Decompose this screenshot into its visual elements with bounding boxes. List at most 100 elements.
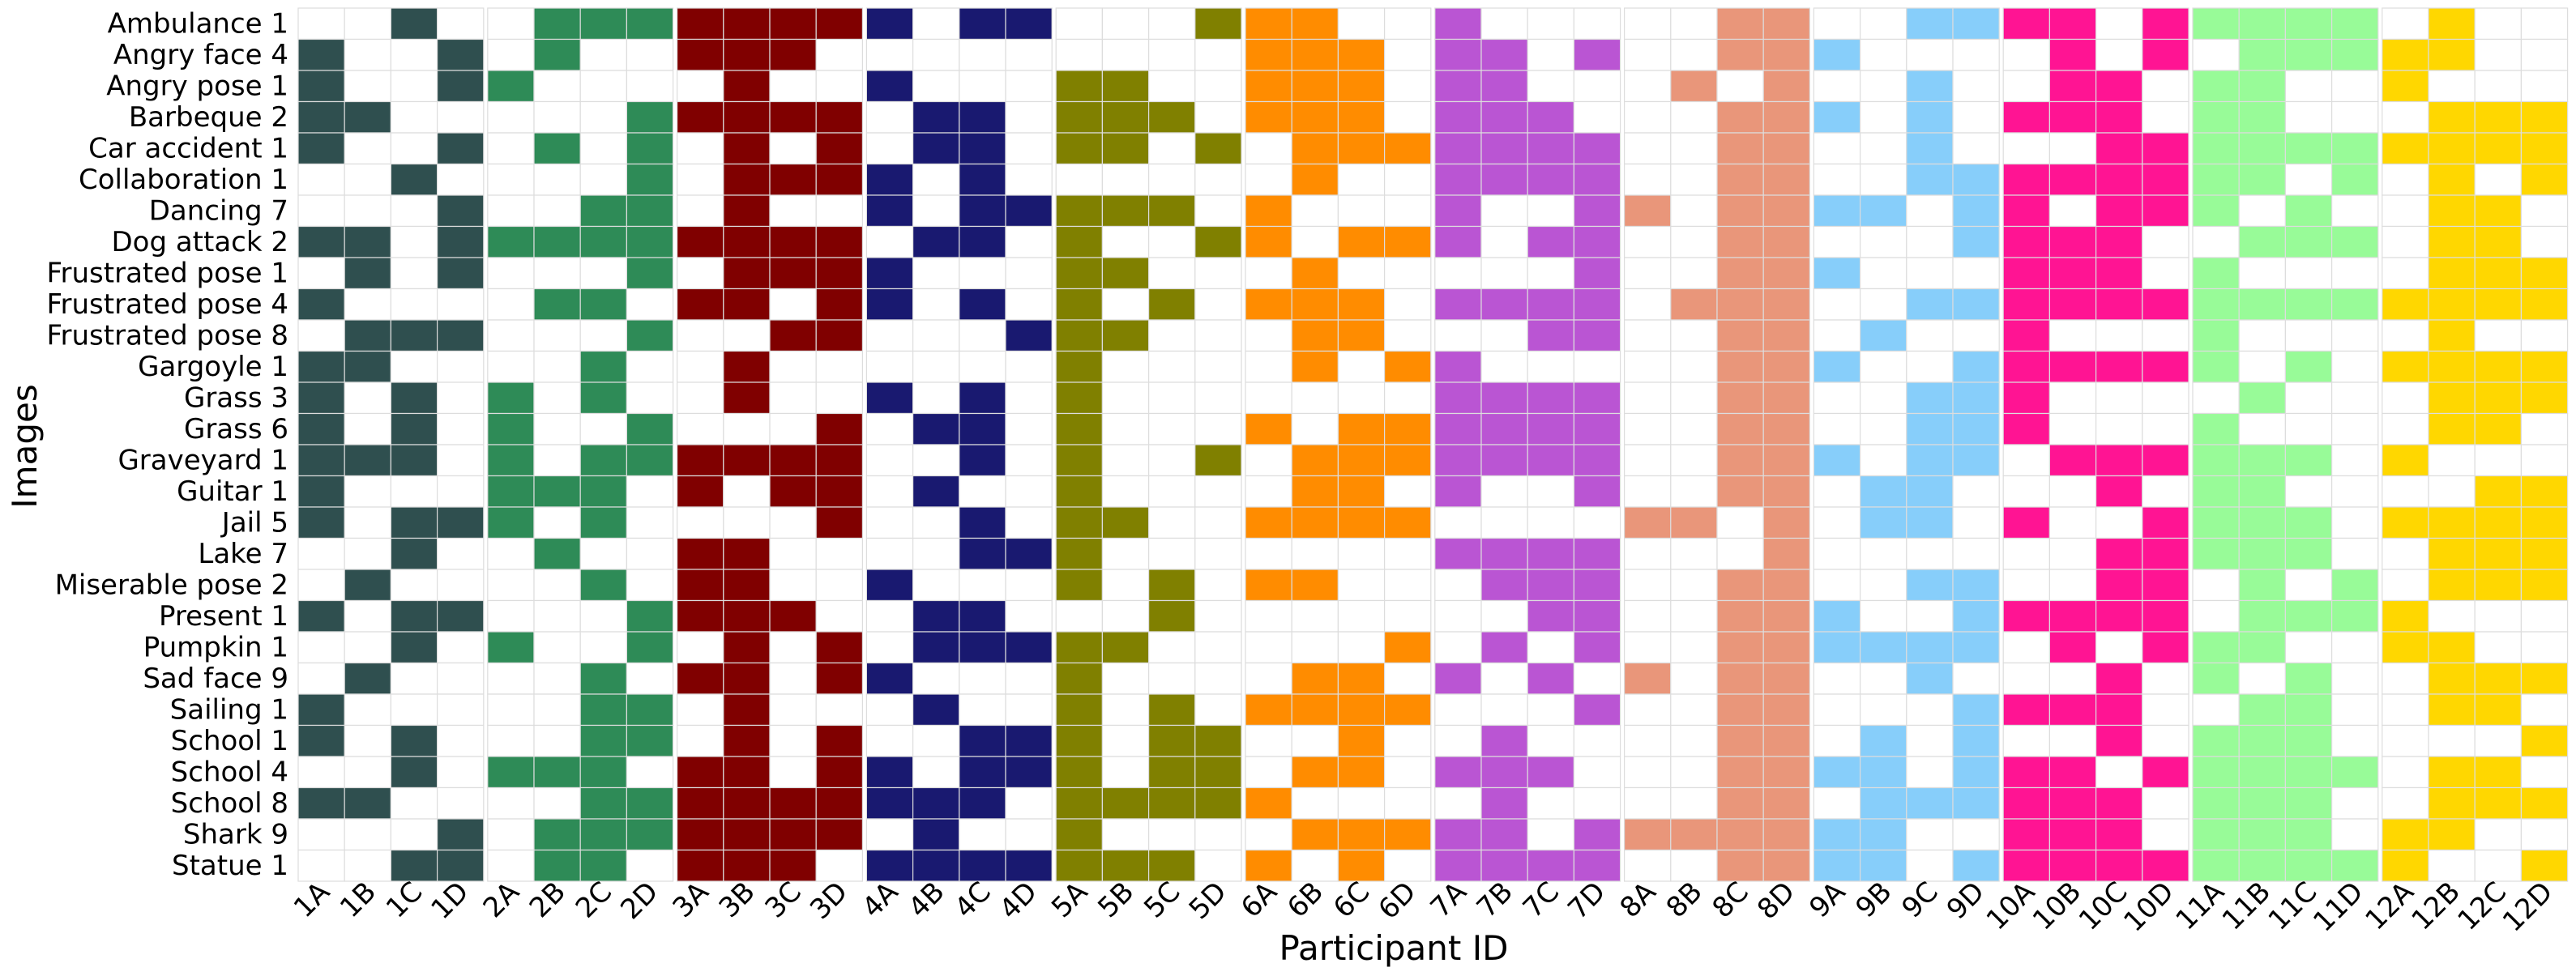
cell-sailing-1-8a — [1623, 693, 1672, 727]
cell-lake-7-6b — [1291, 537, 1339, 570]
cell-lake-7-9d — [1952, 537, 2000, 570]
cell-collaboration-1-6b — [1291, 163, 1339, 196]
cell-dancing-7-1d — [436, 194, 485, 228]
cell-jail-5-4d — [1005, 506, 1053, 539]
cell-barbeque-2-7b — [1480, 100, 1528, 134]
cell-frustrated-pose-1-12a — [2382, 257, 2429, 290]
cell-ambulance-1-3c — [769, 7, 817, 40]
cell-lake-7-1d — [436, 537, 485, 570]
cell-grass-6-8a — [1623, 412, 1672, 445]
cell-lake-7-12b — [2428, 537, 2476, 570]
cell-angry-face-4-9a — [1813, 38, 1861, 71]
cell-angry-pose-1-7d — [1573, 70, 1621, 103]
cell-school-1-3d — [815, 724, 864, 757]
cell-statue-1-6b — [1291, 849, 1339, 882]
cell-ambulance-1-6c — [1337, 7, 1386, 40]
cell-ambulance-1-7b — [1480, 7, 1528, 40]
cell-miserable-pose-2-7c — [1527, 569, 1574, 602]
cell-collaboration-1-3a — [676, 163, 724, 196]
cell-ambulance-1-3d — [815, 7, 864, 40]
cell-school-4-8a — [1623, 756, 1672, 789]
cell-jail-5-6d — [1383, 506, 1432, 539]
cell-frustrated-pose-1-5b — [1101, 257, 1150, 290]
cell-dancing-7-10d — [2142, 194, 2189, 228]
cell-pumpkin-1-8b — [1670, 631, 1718, 664]
cell-sad-face-9-4c — [959, 662, 1006, 695]
cell-present-1-2c — [579, 599, 628, 633]
cell-graveyard-1-3c — [769, 444, 817, 477]
row-label-frustrated-pose-4: Frustrated pose 4 — [46, 288, 288, 321]
cell-frustrated-pose-1-10c — [2095, 257, 2143, 290]
cell-pumpkin-1-2c — [579, 631, 628, 664]
cell-car-accident-1-2a — [487, 132, 535, 165]
cell-lake-7-8c — [1716, 537, 1764, 570]
cell-sad-face-9-8b — [1670, 662, 1718, 695]
cell-pumpkin-1-5c — [1147, 631, 1196, 664]
col-label-3c: 3C — [759, 876, 808, 924]
cell-ambulance-1-4d — [1005, 7, 1053, 40]
col-label-1b: 1B — [334, 876, 382, 924]
cell-angry-face-4-5c — [1147, 38, 1196, 71]
cell-dancing-7-3d — [815, 194, 864, 228]
col-label-1a: 1A — [288, 876, 336, 924]
cell-sailing-1-11a — [2192, 693, 2240, 727]
cell-frustrated-pose-1-7a — [1434, 257, 1482, 290]
cell-sailing-1-3b — [723, 693, 771, 727]
cell-barbeque-2-12a — [2382, 100, 2429, 134]
cell-shark-9-1c — [390, 818, 438, 851]
cell-dog-attack-2-1c — [390, 225, 438, 258]
cell-car-accident-1-3b — [723, 132, 771, 165]
cell-grass-3-4c — [959, 381, 1006, 415]
cell-graveyard-1-2a — [487, 444, 535, 477]
cell-pumpkin-1-7d — [1573, 631, 1621, 664]
cell-frustrated-pose-4-8c — [1716, 288, 1764, 321]
cell-dancing-7-11a — [2192, 194, 2240, 228]
cell-grass-6-3d — [815, 412, 864, 445]
cell-guitar-1-3a — [676, 475, 724, 508]
cell-frustrated-pose-8-11b — [2238, 319, 2286, 352]
cell-pumpkin-1-10b — [2048, 631, 2097, 664]
cell-car-accident-1-6b — [1291, 132, 1339, 165]
cell-pumpkin-1-7c — [1527, 631, 1574, 664]
cell-dancing-7-1a — [297, 194, 345, 228]
cell-gargoyle-1-7b — [1480, 350, 1528, 383]
cell-shark-9-11b — [2238, 818, 2286, 851]
cell-collaboration-1-6c — [1337, 163, 1386, 196]
cell-angry-face-4-10a — [2002, 38, 2050, 71]
col-label-11d: 11D — [2307, 876, 2369, 938]
cell-dancing-7-1b — [344, 194, 392, 228]
cell-jail-5-8b — [1670, 506, 1718, 539]
cell-miserable-pose-2-11d — [2331, 569, 2379, 602]
cell-shark-9-6c — [1337, 818, 1386, 851]
cell-present-1-12d — [2520, 599, 2569, 633]
cell-graveyard-1-1b — [344, 444, 392, 477]
col-label-4d: 4D — [993, 876, 1044, 926]
cell-gargoyle-1-7a — [1434, 350, 1482, 383]
cell-angry-face-4-11b — [2238, 38, 2286, 71]
cell-frustrated-pose-8-3d — [815, 319, 864, 352]
cell-statue-1-11c — [2284, 849, 2333, 882]
cell-school-4-11d — [2331, 756, 2379, 789]
cell-car-accident-1-11c — [2284, 132, 2333, 165]
cell-miserable-pose-2-11c — [2284, 569, 2333, 602]
cell-car-accident-1-11d — [2331, 132, 2379, 165]
cell-miserable-pose-2-6b — [1291, 569, 1339, 602]
cell-graveyard-1-11d — [2331, 444, 2379, 477]
cell-dog-attack-2-5c — [1147, 225, 1196, 258]
cell-school-1-4d — [1005, 724, 1053, 757]
cell-sad-face-9-12d — [2520, 662, 2569, 695]
cell-grass-3-7d — [1573, 381, 1621, 415]
cell-car-accident-1-5a — [1055, 132, 1103, 165]
cell-grass-3-10a — [2002, 381, 2050, 415]
cell-miserable-pose-2-9a — [1813, 569, 1861, 602]
cell-graveyard-1-4a — [865, 444, 914, 477]
cell-grass-3-12d — [2520, 381, 2569, 415]
cell-jail-5-6c — [1337, 506, 1386, 539]
cell-collaboration-1-8c — [1716, 163, 1764, 196]
cell-frustrated-pose-4-4a — [865, 288, 914, 321]
cell-barbeque-2-11d — [2331, 100, 2379, 134]
cell-ambulance-1-4a — [865, 7, 914, 40]
cell-sailing-1-3a — [676, 693, 724, 727]
cell-shark-9-11a — [2192, 818, 2240, 851]
